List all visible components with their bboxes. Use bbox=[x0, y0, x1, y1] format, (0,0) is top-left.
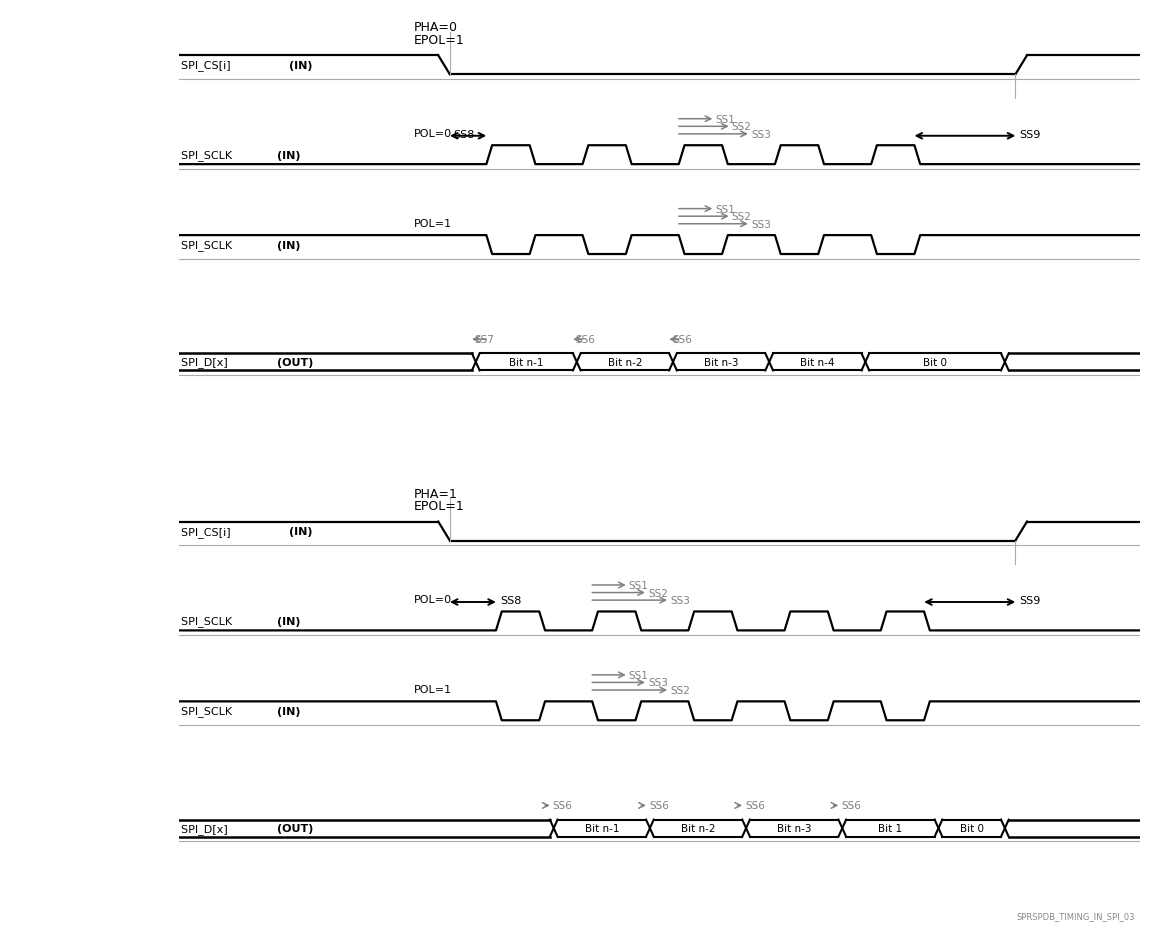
Text: SS1: SS1 bbox=[715, 114, 735, 124]
Text: PHA=1: PHA=1 bbox=[415, 487, 458, 500]
Text: SS8: SS8 bbox=[454, 130, 475, 140]
Text: SS2: SS2 bbox=[732, 122, 751, 132]
Text: Bit n-3: Bit n-3 bbox=[704, 357, 738, 367]
Text: EPOL=1: EPOL=1 bbox=[415, 33, 465, 46]
Text: EPOL=1: EPOL=1 bbox=[415, 499, 465, 512]
Text: POL=0: POL=0 bbox=[415, 595, 453, 604]
Text: SS9: SS9 bbox=[1020, 130, 1040, 140]
Text: SS9: SS9 bbox=[1020, 596, 1040, 605]
Text: SS3: SS3 bbox=[647, 677, 668, 688]
Text: (OUT): (OUT) bbox=[276, 357, 313, 367]
Text: SPI_SCLK: SPI_SCLK bbox=[182, 239, 236, 251]
Text: Bit n-1: Bit n-1 bbox=[584, 823, 619, 833]
Text: SS7: SS7 bbox=[475, 335, 494, 345]
Text: (IN): (IN) bbox=[276, 240, 301, 251]
Text: SS6: SS6 bbox=[649, 801, 669, 810]
Text: Bit n-2: Bit n-2 bbox=[681, 823, 715, 833]
Text: SPI_CS[i]: SPI_CS[i] bbox=[182, 526, 235, 537]
Text: Bit 1: Bit 1 bbox=[878, 823, 902, 833]
Text: PHA=0: PHA=0 bbox=[415, 21, 458, 34]
Text: SS6: SS6 bbox=[576, 335, 596, 345]
Text: SPI_SCLK: SPI_SCLK bbox=[182, 705, 236, 716]
Text: (IN): (IN) bbox=[289, 60, 312, 71]
Text: SPI_SCLK: SPI_SCLK bbox=[182, 150, 236, 161]
Text: SS8: SS8 bbox=[500, 596, 521, 605]
Text: SS3: SS3 bbox=[751, 130, 771, 140]
Text: SS6: SS6 bbox=[841, 801, 862, 810]
Text: Bit n-3: Bit n-3 bbox=[776, 823, 811, 833]
Text: SS6: SS6 bbox=[672, 335, 692, 345]
Text: Bit 0: Bit 0 bbox=[923, 357, 947, 367]
Text: Bit n-1: Bit n-1 bbox=[509, 357, 544, 367]
Text: SS6: SS6 bbox=[745, 801, 765, 810]
Text: Bit n-2: Bit n-2 bbox=[607, 357, 642, 367]
Text: SPRSPDB_TIMING_IN_SPI_03: SPRSPDB_TIMING_IN_SPI_03 bbox=[1016, 911, 1135, 921]
Text: POL=1: POL=1 bbox=[415, 684, 453, 694]
Text: POL=1: POL=1 bbox=[415, 219, 453, 228]
Text: SS2: SS2 bbox=[647, 588, 668, 598]
Text: SS1: SS1 bbox=[715, 204, 735, 214]
Text: SS6: SS6 bbox=[553, 801, 573, 810]
Text: SPI_SCLK: SPI_SCLK bbox=[182, 616, 236, 626]
Text: (IN): (IN) bbox=[276, 150, 301, 161]
Text: SS3: SS3 bbox=[751, 220, 771, 229]
Text: Bit 0: Bit 0 bbox=[960, 823, 984, 833]
Text: SS2: SS2 bbox=[670, 685, 690, 695]
Text: SS1: SS1 bbox=[629, 580, 649, 590]
Text: SPI_D[x]: SPI_D[x] bbox=[182, 357, 232, 367]
Text: SPI_CS[i]: SPI_CS[i] bbox=[182, 60, 235, 71]
Text: (IN): (IN) bbox=[289, 526, 312, 536]
Text: (IN): (IN) bbox=[276, 616, 301, 626]
Text: SS1: SS1 bbox=[629, 670, 649, 680]
Text: SS2: SS2 bbox=[732, 212, 751, 222]
Text: POL=0: POL=0 bbox=[415, 129, 453, 139]
Text: SS3: SS3 bbox=[670, 596, 690, 605]
Text: (IN): (IN) bbox=[276, 706, 301, 716]
Text: Bit n-4: Bit n-4 bbox=[799, 357, 834, 367]
Text: (OUT): (OUT) bbox=[276, 823, 313, 833]
Text: SPI_D[x]: SPI_D[x] bbox=[182, 823, 232, 833]
